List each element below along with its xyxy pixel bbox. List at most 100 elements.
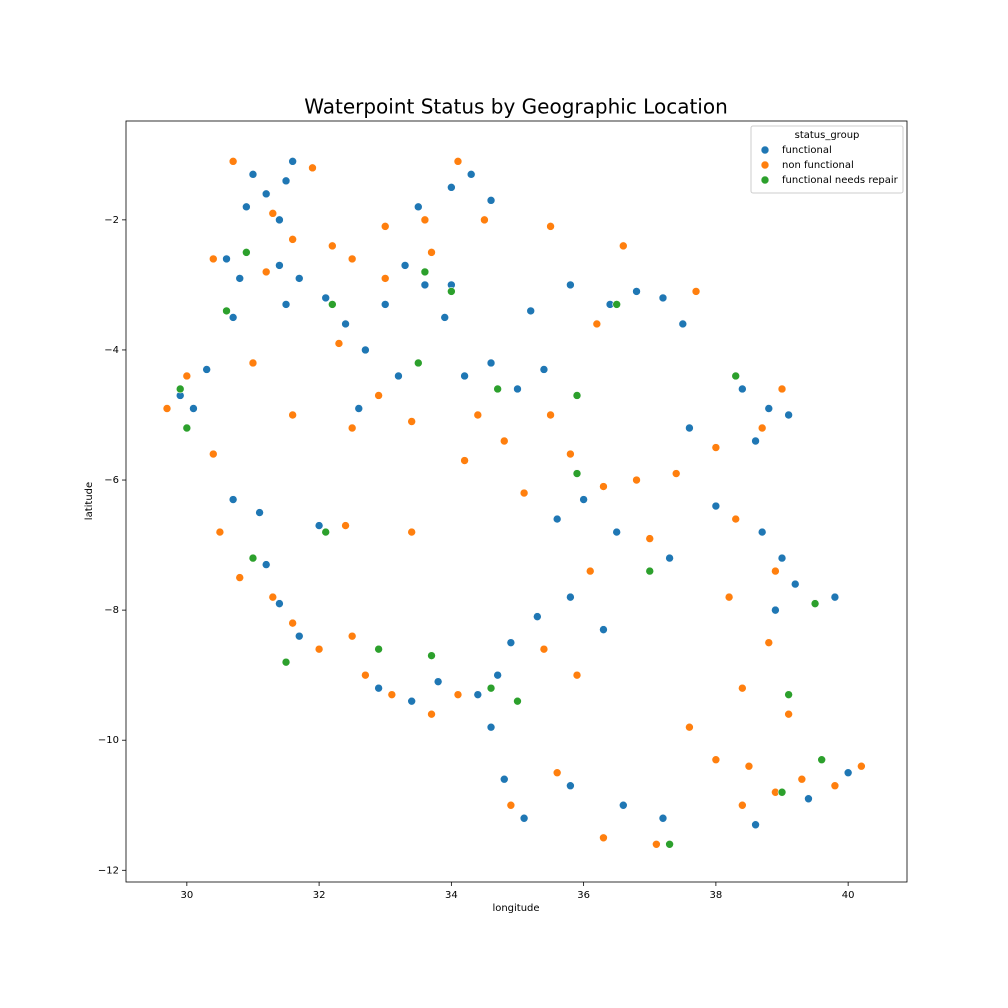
point [751,820,760,830]
legend-box [750,125,904,194]
point [427,248,436,257]
point [268,592,278,602]
point [208,449,218,459]
point [261,267,271,277]
point [513,696,522,706]
point [619,800,628,810]
point [533,612,542,621]
point [175,384,185,394]
x-tick-label: 32 [313,890,326,901]
point [513,384,522,394]
legend-marker [760,160,770,170]
point [566,592,575,602]
x-tick-label: 34 [445,890,458,901]
point [724,592,734,602]
point [202,365,211,374]
point [790,579,800,589]
point [407,417,416,426]
point [314,644,324,654]
point [314,521,324,530]
point [857,761,866,771]
point [453,690,463,699]
point [427,651,436,660]
point [222,306,231,316]
point [711,501,721,511]
point [612,527,621,537]
point [658,293,668,303]
point [235,274,245,283]
point [447,183,456,192]
point [784,410,793,420]
point [493,670,502,680]
point [599,833,608,843]
point [433,677,443,686]
point [473,690,483,699]
point [526,306,536,316]
point [374,683,383,693]
point [810,599,820,608]
point [757,527,767,537]
point [546,410,555,420]
point [400,261,410,270]
point [738,384,747,394]
point [228,157,238,166]
point [506,638,516,647]
point [592,319,602,329]
point [182,423,192,433]
point [572,670,582,680]
point [751,436,760,446]
point [347,423,357,433]
point [566,280,575,290]
point [599,482,608,491]
point [731,514,741,524]
point [281,176,291,186]
point [493,384,502,394]
point [777,787,787,797]
point [321,527,331,537]
x-tick-label: 30 [180,890,193,901]
y-tick-label: −10 [98,735,119,746]
point [645,566,655,576]
point [248,358,258,368]
point [261,189,271,199]
point [671,469,681,478]
point [757,423,767,433]
x-tick-label: 40 [842,890,855,901]
point [281,300,291,309]
point [506,800,516,810]
point [519,488,529,498]
point [552,514,562,524]
legend-title: status_group [795,130,860,141]
point [447,287,456,296]
point [440,313,450,322]
point [645,534,655,543]
point [546,222,555,231]
point [255,508,264,517]
plot-frame [125,120,908,883]
point [572,391,582,400]
point [711,755,721,765]
point [268,209,278,218]
point [215,527,225,537]
point [242,202,251,212]
point [486,358,496,368]
point [374,644,383,654]
point [830,592,840,602]
point [162,404,172,413]
point [566,449,575,459]
x-tick-label: 38 [710,890,723,901]
point [182,371,192,381]
point [632,475,641,485]
point [294,631,304,641]
point [308,163,317,173]
point [486,196,496,205]
point [334,339,344,348]
point [599,625,608,634]
point [420,215,430,225]
point [771,605,780,615]
point [764,638,774,647]
y-axis-label: latitude [84,482,95,520]
point [519,813,529,823]
point [632,287,641,296]
